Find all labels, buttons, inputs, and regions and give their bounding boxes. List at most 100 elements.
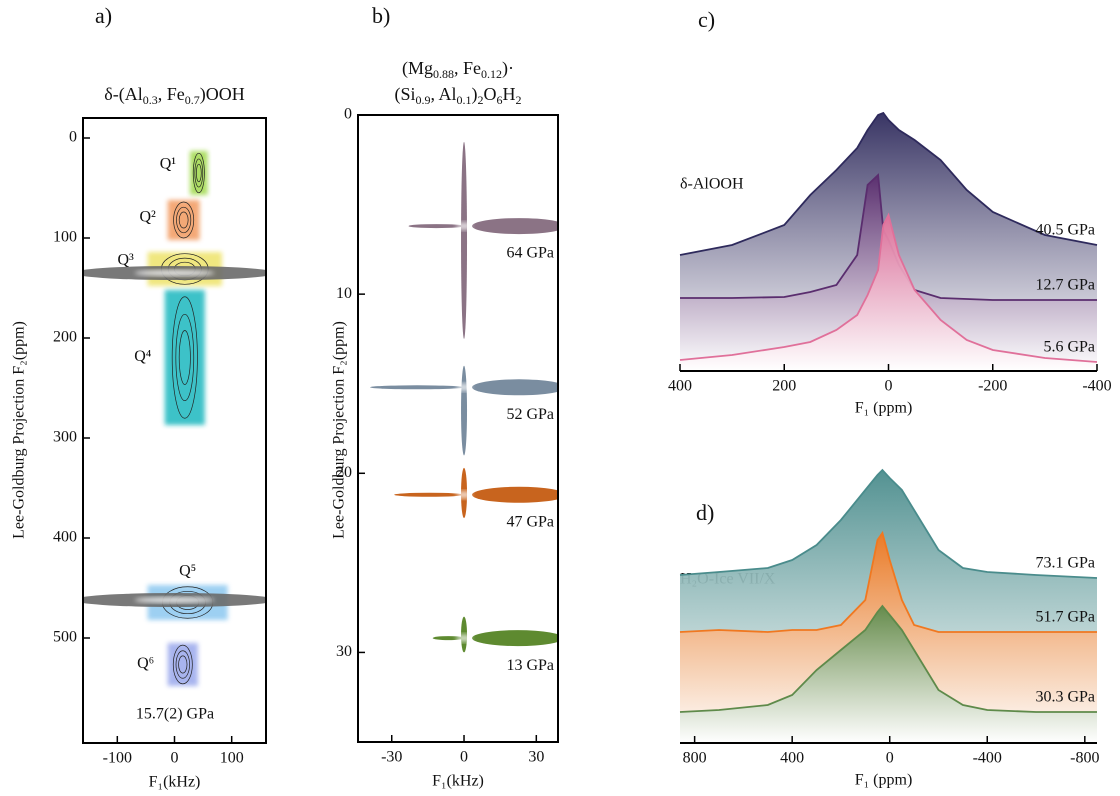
signal-left: [370, 385, 465, 390]
contour-line: [195, 163, 202, 183]
y-axis-label: Lee-Goldburg Projection F₂(ppm): [331, 321, 348, 539]
ridge-core: [134, 597, 215, 603]
region: [164, 290, 205, 425]
y-tick-label: 30: [336, 643, 352, 660]
x-tick-label: -200: [978, 378, 1007, 395]
x-tick-label: 400: [780, 750, 804, 767]
signal-spine: [461, 365, 468, 456]
x-tick-label: 400: [668, 378, 692, 395]
ridge-core: [134, 270, 215, 276]
signal-label: 13 GPa: [506, 657, 554, 674]
y-tick-label: 0: [344, 106, 352, 123]
contour-line: [178, 211, 189, 229]
x-axis-label: F₁ (ppm): [855, 772, 913, 789]
signal-label: 47 GPa: [506, 513, 554, 530]
signal-right: [472, 486, 558, 503]
series-label: 12.7 GPa: [1035, 277, 1095, 294]
panel-title: (Si0.9, Al0.1)2O6H2: [394, 84, 521, 107]
title-part: , Al: [431, 84, 457, 104]
signal-left: [408, 224, 465, 229]
y-tick-label: 0: [69, 129, 77, 146]
contour-line: [176, 206, 192, 234]
spectrum-line: [679, 111, 1098, 256]
signal-left: [432, 636, 465, 641]
title-part: 0.3: [143, 93, 158, 107]
signal-left: [394, 492, 465, 497]
spectrum-line: [679, 468, 1098, 579]
panel-label: d): [696, 500, 714, 525]
title-part: )·: [502, 58, 514, 79]
region-label: Q⁶: [137, 655, 154, 672]
plot-area: [83, 151, 266, 686]
y-tick-label: 300: [53, 429, 77, 446]
signal-right: [472, 630, 558, 647]
region-label: Q⁴: [134, 348, 152, 365]
contour-line: [178, 330, 191, 385]
y-tick-label: 100: [53, 229, 77, 246]
area-fill: [680, 215, 1097, 371]
contour-line: [194, 158, 204, 188]
title-part: H: [503, 84, 516, 104]
region-label: Q⁵: [179, 563, 196, 580]
x-tick-label: -800: [1070, 750, 1099, 767]
region: [167, 643, 198, 686]
title-part: 2: [516, 93, 522, 107]
region: [189, 151, 208, 195]
signal-label: 64 GPa: [506, 245, 554, 262]
panel-label: b): [372, 3, 390, 28]
title-part: ): [472, 84, 478, 105]
title-part: , Fe: [454, 58, 481, 78]
contour-line: [175, 313, 195, 402]
title-part: , Fe: [158, 84, 185, 104]
y-tick-label: 500: [53, 629, 77, 646]
area-fill: [680, 606, 1097, 743]
signal-core: [456, 383, 473, 392]
y-tick-label: 200: [53, 329, 77, 346]
contour-line: [172, 644, 193, 685]
title-part: 6: [497, 93, 503, 107]
title-part: (Si: [394, 84, 415, 105]
x-tick-label: 0: [886, 750, 894, 767]
spectrum-line: [679, 604, 1097, 713]
x-tick-label: -400: [1082, 378, 1111, 395]
region-label: Q³: [117, 252, 134, 269]
plot-frame: [357, 114, 559, 743]
annotation: 15.7(2) GPa: [136, 706, 214, 723]
signal-right: [472, 218, 558, 235]
title-part: (Mg: [402, 58, 433, 79]
title-part: 0.12: [481, 67, 502, 81]
spectrum-line: [679, 212, 1098, 363]
contour-line: [171, 296, 198, 419]
plot-area: [370, 141, 558, 653]
title-part: δ-(Al: [104, 84, 142, 105]
x-tick-label: -30: [381, 749, 402, 766]
title-part: 0.7: [185, 93, 200, 107]
x-tick-label: 800: [683, 750, 707, 767]
x-tick-label: 0: [171, 750, 179, 767]
x-axis-label: F₁ (ppm): [855, 400, 913, 417]
signal-label: 52 GPa: [506, 406, 554, 423]
y-tick-label: 400: [53, 529, 77, 546]
title-part: 0.9: [416, 93, 431, 107]
y-tick-label: 20: [336, 464, 352, 481]
panel-label: c): [698, 7, 715, 32]
region-label: Q²: [139, 209, 156, 226]
x-tick-label: 100: [220, 750, 244, 767]
series-label: 51.7 GPa: [1035, 609, 1095, 626]
title-part: )OOH: [200, 84, 245, 105]
x-tick-label: 200: [772, 378, 796, 395]
series-label: 30.3 GPa: [1035, 689, 1095, 706]
series-label: 5.6 GPa: [1043, 339, 1095, 356]
x-axis-label: F₁(kHz): [149, 774, 201, 791]
y-axis-label: Lee-Goldburg Projection F₂(ppm): [11, 321, 28, 539]
spectrum-line: [679, 530, 1097, 633]
series-label: 40.5 GPa: [1035, 222, 1095, 239]
title-part: O: [484, 84, 497, 104]
title-part: 0.1: [457, 93, 472, 107]
signal-right: [472, 379, 558, 396]
annotation: δ-AlOOH: [680, 176, 744, 193]
signal-core: [456, 634, 473, 643]
contour-line: [178, 655, 188, 674]
